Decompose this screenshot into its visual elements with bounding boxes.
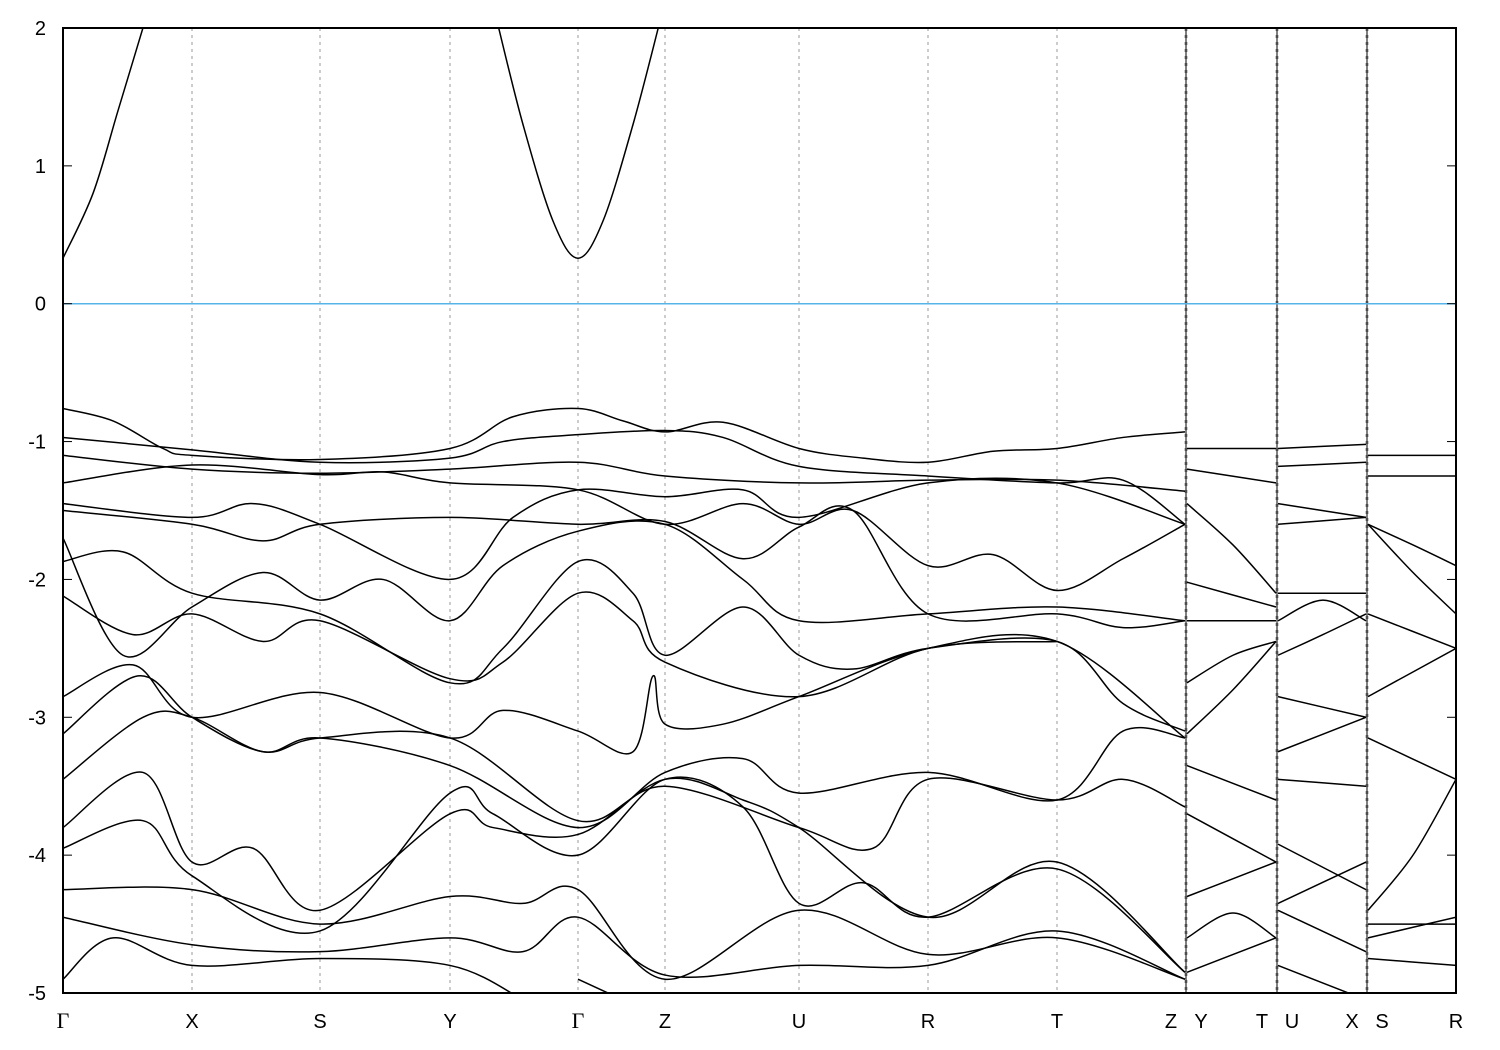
y-axis: 2 1 0 -1 -2 -3 -4 -5 [28,18,1456,1005]
band-line [1186,468,1277,484]
x-tick-label: R [921,1011,935,1033]
band-line [1277,778,1367,787]
band-line [1186,912,1277,939]
band-line [63,464,1186,592]
band-line [1367,737,1456,780]
band-line [63,28,144,259]
band-line [1367,613,1456,650]
band-line [1277,695,1367,719]
band-line [1277,443,1367,450]
band-line [1186,861,1277,898]
band-line [1186,640,1277,684]
band-line [63,505,1186,629]
plot-frame [62,27,1457,994]
band-line [1186,640,1277,735]
x-tick-label: Y [1194,1011,1207,1033]
y-tick-label: -2 [28,569,46,591]
band-line [1186,764,1277,801]
band-line [63,477,1186,581]
band-line [63,710,1186,851]
band-line [1277,516,1367,526]
y-tick-label: -1 [28,432,46,454]
band-line [63,520,1186,658]
band-line [1186,937,1277,974]
band-line [1277,843,1367,891]
y-tick-label: 0 [35,294,46,316]
band-line [1367,957,1456,967]
band-line [1277,861,1367,905]
band-line [1186,581,1277,608]
band-line [63,776,1186,973]
band-line [1367,647,1456,698]
band-line [577,978,610,993]
band-line [1277,461,1367,468]
band-line [1277,599,1367,622]
x-tick-label: R [1449,1011,1463,1033]
band-line [1367,523,1456,615]
x-tick-label: X [1345,1011,1358,1033]
band-line [1367,778,1456,911]
band-line [63,885,1186,980]
x-tick-label: Γ [572,1008,585,1033]
band-line [63,429,1186,525]
x-tick-label: Y [443,1011,456,1033]
y-tick-label: -5 [28,983,46,1005]
x-tick-label: U [792,1011,806,1033]
band-line [1277,716,1367,753]
band-line [1186,503,1277,594]
grid-lines [191,28,1369,993]
x-tick-label: Z [1165,1011,1177,1033]
band-line [63,916,1186,980]
y-tick-label: 2 [35,18,46,40]
band-line [63,937,513,993]
y-tick-label: -4 [28,845,46,867]
band-line [1277,502,1367,519]
band-line [63,407,1186,464]
band-line [497,28,660,259]
x-tick-label: Z [659,1011,671,1033]
x-tick-label: U [1285,1011,1299,1033]
y-tick-label: 1 [35,156,46,178]
band-line [1277,909,1367,953]
band-line [1277,964,1351,993]
y-tick-label: -3 [28,707,46,729]
x-tick-label: S [1375,1011,1388,1033]
x-tick-label: S [313,1011,326,1033]
band-line [1367,523,1456,567]
band-line [63,454,1186,492]
band-line [1367,916,1456,939]
band-line [63,771,1186,973]
band-line [1186,813,1277,863]
x-tick-label: X [185,1011,198,1033]
band-line [63,591,1186,739]
band-line [1277,613,1367,656]
bands [63,28,1456,993]
x-tick-label: T [1051,1011,1063,1033]
x-tick-label: T [1256,1011,1268,1033]
band-line [63,640,1058,755]
x-tick-label: Γ [57,1008,70,1033]
band-line [63,549,1186,732]
